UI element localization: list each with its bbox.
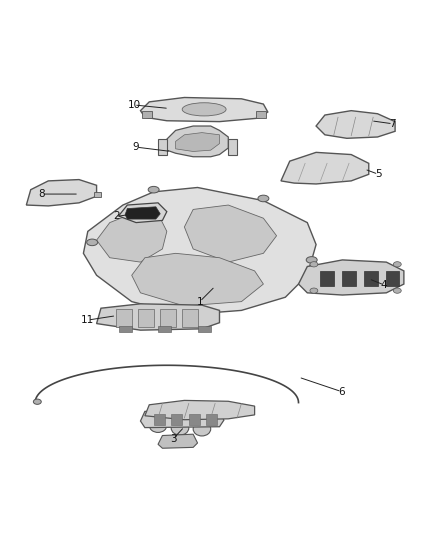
Polygon shape [280, 152, 368, 184]
Bar [171, 414, 182, 425]
Bar [141, 111, 152, 118]
Bar [197, 326, 210, 333]
Text: 10: 10 [127, 100, 140, 110]
Polygon shape [94, 192, 101, 197]
Bar [182, 309, 197, 327]
Ellipse shape [193, 422, 210, 436]
Polygon shape [140, 98, 267, 122]
Bar [255, 111, 266, 118]
Polygon shape [118, 203, 166, 223]
Ellipse shape [87, 239, 97, 246]
Bar [188, 414, 199, 425]
Bar [116, 309, 131, 327]
Bar [158, 326, 171, 333]
Text: 7: 7 [389, 119, 396, 129]
Bar [160, 309, 175, 327]
Polygon shape [96, 304, 219, 330]
Polygon shape [166, 126, 228, 157]
Polygon shape [140, 410, 223, 427]
Bar [320, 271, 333, 286]
Polygon shape [96, 214, 166, 262]
Ellipse shape [257, 195, 268, 202]
Polygon shape [298, 260, 403, 295]
Ellipse shape [309, 262, 317, 267]
Ellipse shape [392, 262, 400, 267]
Polygon shape [158, 434, 197, 448]
Bar [385, 271, 399, 286]
Text: 6: 6 [337, 386, 344, 397]
Polygon shape [158, 139, 166, 155]
Bar [153, 414, 164, 425]
Polygon shape [228, 139, 237, 155]
Ellipse shape [148, 187, 159, 193]
Ellipse shape [33, 399, 41, 405]
Bar [342, 271, 355, 286]
Bar [364, 271, 377, 286]
Ellipse shape [182, 103, 226, 116]
Polygon shape [83, 188, 315, 315]
Polygon shape [145, 400, 254, 419]
Text: 9: 9 [132, 142, 139, 152]
Text: 3: 3 [170, 433, 177, 443]
Polygon shape [175, 133, 219, 151]
Ellipse shape [171, 421, 188, 435]
Ellipse shape [309, 288, 317, 293]
Polygon shape [125, 207, 160, 219]
Bar [138, 309, 153, 327]
Text: 5: 5 [374, 169, 381, 179]
Bar [118, 326, 131, 333]
Polygon shape [131, 253, 263, 306]
Ellipse shape [305, 256, 316, 263]
Text: 2: 2 [113, 212, 120, 221]
Text: 1: 1 [196, 297, 203, 306]
Text: 4: 4 [380, 280, 387, 290]
Text: 8: 8 [38, 189, 45, 199]
Polygon shape [315, 111, 394, 138]
Polygon shape [184, 205, 276, 262]
Bar [206, 414, 217, 425]
Ellipse shape [149, 418, 166, 432]
Text: 11: 11 [81, 315, 94, 325]
Polygon shape [26, 180, 96, 206]
Ellipse shape [392, 288, 400, 293]
